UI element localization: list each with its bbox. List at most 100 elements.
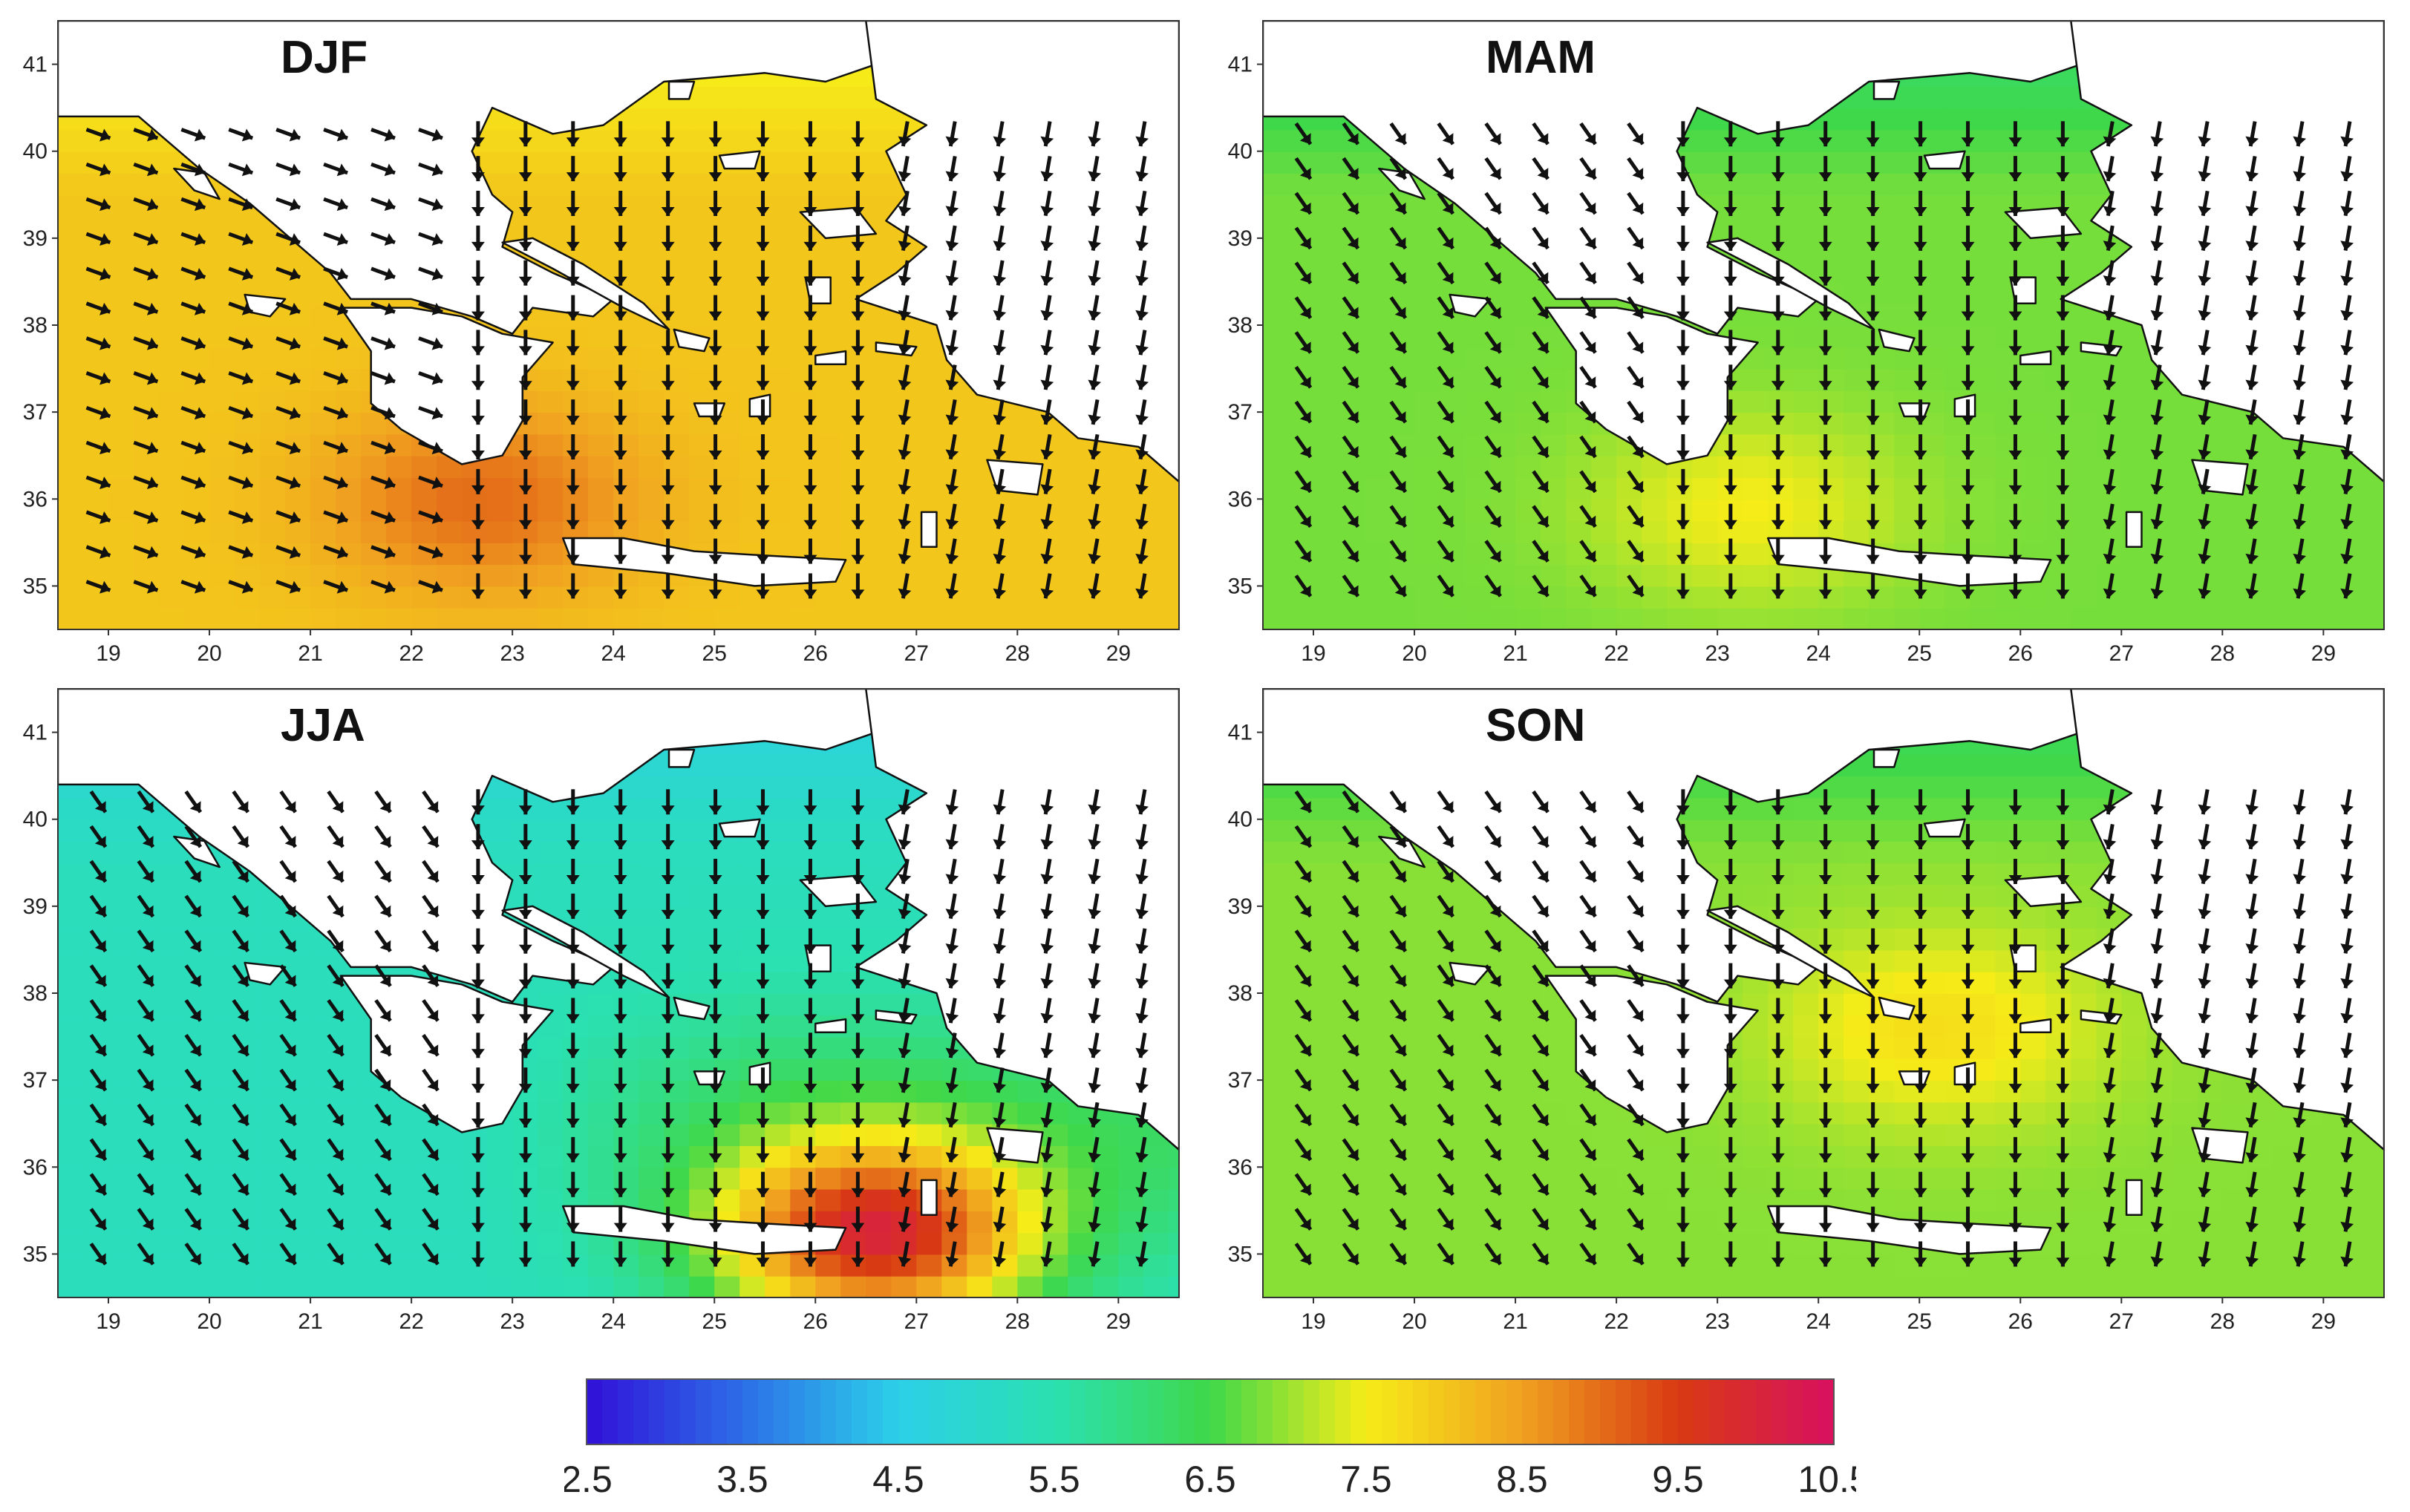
field-cell — [108, 1080, 135, 1103]
field-cell — [1068, 542, 1094, 566]
field-cell — [563, 884, 590, 907]
x-tick-label: 24 — [1806, 641, 1831, 666]
field-cell — [209, 971, 236, 994]
wind-arrow — [898, 503, 912, 529]
field-cell — [765, 863, 791, 886]
field-cell — [992, 607, 1019, 629]
wind-arrow — [232, 1243, 250, 1266]
field-cell — [2172, 607, 2198, 629]
wind-arrow — [1135, 260, 1149, 286]
field-cell — [1313, 281, 1340, 304]
field-cell — [1743, 216, 1769, 239]
wind-arrow — [2103, 295, 2117, 321]
wind-arrow — [518, 364, 532, 390]
field-cell — [1017, 1188, 1044, 1211]
field-cell — [866, 1254, 892, 1277]
wind-arrow — [898, 1067, 912, 1093]
field-cell — [1642, 499, 1668, 522]
field-cell — [1919, 281, 1946, 304]
wind-arrow — [89, 1103, 108, 1127]
field-cell — [588, 819, 615, 842]
field-cell — [58, 1102, 85, 1125]
field-cell — [159, 1254, 186, 1277]
field-cell — [866, 1080, 892, 1103]
field-cell — [689, 949, 716, 972]
wind-arrow — [1088, 330, 1102, 356]
wind-arrow — [418, 162, 443, 177]
field-cell — [639, 412, 665, 435]
y-tick-label: 38 — [23, 981, 48, 1006]
field-cell — [108, 433, 135, 456]
wind-arrow — [1579, 261, 1597, 285]
field-cell — [866, 776, 892, 799]
field-cell — [916, 1058, 943, 1081]
field-cell — [1743, 412, 1769, 435]
wind-arrow — [898, 1206, 912, 1232]
wind-arrow — [1723, 191, 1737, 216]
field-cell — [1692, 455, 1719, 478]
field-cell — [58, 928, 85, 951]
wind-arrow — [370, 405, 396, 420]
field-cell — [108, 455, 135, 478]
field-cell — [437, 1232, 463, 1255]
y-tick-label: 41 — [23, 53, 48, 77]
wind-arrow — [1723, 503, 1737, 529]
field-cell — [1465, 477, 1492, 500]
field-cell — [815, 586, 842, 609]
wind-arrow — [756, 330, 770, 356]
field-cell — [2222, 542, 2249, 566]
wind-arrow — [993, 468, 1007, 495]
wind-arrow — [945, 573, 959, 599]
wind-arrow — [1484, 540, 1502, 563]
field-cell — [1894, 281, 1921, 304]
field-cell — [1465, 412, 1492, 435]
wind-arrow — [275, 510, 301, 524]
field-cell — [790, 993, 817, 1016]
field-cell — [866, 368, 892, 391]
wind-arrow — [1818, 468, 1832, 494]
wind-arrow — [2008, 538, 2022, 564]
field-cell — [588, 455, 615, 478]
wind-arrow — [1818, 330, 1832, 356]
field-cell — [1970, 433, 1996, 456]
wind-arrow — [1389, 400, 1408, 424]
wind-arrow — [898, 295, 912, 321]
wind-arrow — [993, 998, 1007, 1024]
x-tick-label: 23 — [500, 1309, 524, 1334]
field-cell — [361, 1275, 388, 1297]
wind-arrow — [323, 545, 348, 559]
field-cell — [1364, 260, 1391, 283]
field-cell — [815, 971, 842, 994]
field-cell — [108, 1232, 135, 1255]
wind-arrow — [184, 894, 203, 918]
wind-arrow — [518, 295, 532, 321]
wind-arrow — [756, 998, 770, 1024]
wind-arrow — [422, 825, 440, 848]
field-cell — [159, 1058, 186, 1081]
x-tick-label: 28 — [1005, 1309, 1030, 1334]
field-cell — [639, 260, 665, 283]
wind-arrow — [471, 1136, 485, 1162]
wind-arrow — [2293, 573, 2307, 599]
field-cell — [765, 1123, 791, 1146]
field-cell — [1793, 607, 1820, 629]
field-cell — [2121, 564, 2148, 587]
field-cell — [1068, 499, 1094, 522]
field-cell — [1490, 607, 1517, 629]
field-cell — [159, 260, 186, 283]
field-cell — [714, 884, 741, 907]
wind-arrow — [137, 1208, 155, 1231]
wind-arrow — [137, 999, 155, 1022]
field-cell — [538, 499, 564, 522]
field-cell — [639, 173, 665, 196]
wind-arrow — [323, 301, 348, 315]
field-cell — [108, 520, 135, 543]
wind-arrow — [518, 1136, 532, 1162]
field-cell — [1068, 607, 1094, 629]
field-cell — [765, 347, 791, 370]
wind-arrow — [1294, 540, 1313, 563]
field-cell — [613, 1167, 640, 1190]
wind-arrow — [327, 1138, 344, 1162]
field-cell — [1566, 520, 1593, 543]
wind-arrow — [661, 1067, 675, 1093]
